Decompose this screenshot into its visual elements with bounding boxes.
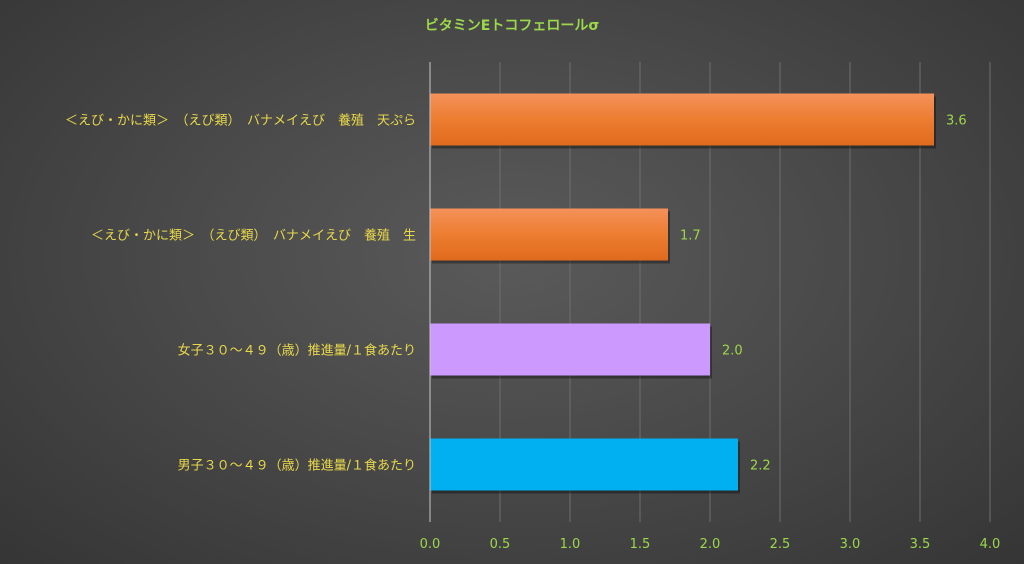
bar <box>430 208 668 261</box>
x-tick-label: 0.0 <box>420 537 441 552</box>
x-tick-label: 2.5 <box>770 537 791 552</box>
bar <box>430 93 934 146</box>
data-label: 2.2 <box>750 459 771 474</box>
x-tick-label: 2.0 <box>700 537 721 552</box>
bars: 3.6 1.7 2.0 2.2 <box>430 93 967 494</box>
x-tick-label: 3.0 <box>840 537 861 552</box>
data-label: 1.7 <box>680 229 701 244</box>
category-labels: ＜えび・かに類＞ （えび類） バナメイえび 養殖 天ぷら ＜えび・かに類＞ （えび… <box>65 113 416 474</box>
bar <box>430 438 738 491</box>
chart-title: ビタミンEトコフェロールσ <box>425 18 600 34</box>
x-tick-label: 1.0 <box>560 537 581 552</box>
data-label: 2.0 <box>722 344 743 359</box>
category-label: ＜えび・かに類＞ （えび類） バナメイえび 養殖 天ぷら <box>65 113 416 129</box>
x-tick-label: 0.5 <box>490 537 511 552</box>
category-label: 男子３０～４９（歳）推進量/１食あたり <box>178 458 416 474</box>
category-label: 女子３０～４９（歳）推進量/１食あたり <box>178 343 416 359</box>
x-tick-label: 1.5 <box>630 537 651 552</box>
x-tick-label: 3.5 <box>910 537 931 552</box>
category-label: ＜えび・かに類＞ （えび類） バナメイえび 養殖 生 <box>91 228 416 244</box>
data-label: 3.6 <box>946 114 967 129</box>
bar <box>430 323 710 376</box>
x-tick-label: 4.0 <box>980 537 1001 552</box>
x-tick-labels: 0.0 0.5 1.0 1.5 2.0 2.5 3.0 3.5 4.0 <box>420 537 1001 552</box>
